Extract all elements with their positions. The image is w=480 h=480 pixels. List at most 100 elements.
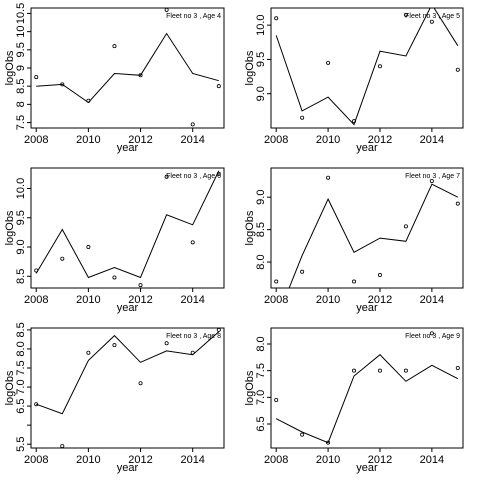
x-axis-title: year (117, 302, 139, 314)
observation-point (138, 381, 143, 386)
x-tick-label: 2014 (420, 294, 444, 306)
observation-point (216, 171, 221, 176)
observation-point (164, 174, 169, 179)
observation-point (60, 256, 65, 261)
plot-frame (30, 327, 225, 449)
observation-point (300, 269, 305, 274)
observation-point (274, 279, 279, 284)
chart-panel-6: 2008 2010 2012 2014 6.5 7.0 7.5 8.0 year logObs Fl… (244, 327, 464, 474)
y-tick-label: 8.0 (15, 341, 27, 356)
observation-point (352, 368, 357, 373)
observation-point (86, 245, 91, 250)
observation-point (190, 350, 195, 355)
y-tick-label: 7.5 (255, 363, 267, 378)
panel-title: Fleet no 3 , Age 8 (166, 333, 221, 340)
x-tick-label: 2008 (264, 294, 288, 306)
observation-point (190, 240, 195, 245)
y-tick-label: 9.0 (255, 86, 267, 101)
x-axis-title: year (356, 462, 378, 474)
fitted-series-line (275, 8, 459, 126)
y-tick-label: 10.5 (15, 3, 27, 24)
x-tick-label: 2008 (24, 454, 48, 466)
observation-point (403, 368, 408, 373)
observation-point (326, 175, 331, 180)
observation-point (164, 341, 169, 346)
observation-point (429, 331, 434, 336)
x-axis-title: year (356, 142, 378, 154)
observation-point (138, 73, 143, 78)
observation-point (164, 7, 169, 12)
observation-point (300, 432, 305, 437)
plot-frame (30, 167, 225, 289)
observation-point (216, 84, 221, 89)
x-tick-label: 2012 (368, 294, 392, 306)
observation-point (34, 402, 39, 407)
x-tick-label: 2012 (368, 134, 392, 146)
y-tick-label: 7.0 (255, 390, 267, 405)
y-axis-title: logObs (4, 210, 16, 245)
y-tick-label: 9.0 (255, 190, 267, 205)
y-tick-label: 8.5 (15, 79, 27, 94)
observation-point (112, 343, 117, 348)
observation-point (455, 365, 460, 370)
x-tick-label: 2010 (316, 134, 340, 146)
x-tick-label: 2012 (128, 134, 152, 146)
x-tick-label: 2014 (180, 454, 204, 466)
observation-point (455, 201, 460, 206)
plot-frame (270, 7, 464, 129)
chart-panel-5: 2008 2010 2012 2014 5.5 6.5 7.0 7.5 8.0 8.5 year lo… (4, 322, 225, 474)
x-tick-label: 2012 (128, 294, 152, 306)
y-tick-label: 7.5 (15, 360, 27, 375)
y-tick-label: 9 (15, 65, 27, 71)
observation-point (377, 273, 382, 278)
y-axis-title: logObs (4, 370, 16, 405)
plot-frame (270, 167, 464, 289)
observation-point (60, 82, 65, 87)
y-tick-label: 6.5 (255, 416, 267, 431)
observation-point (112, 275, 117, 280)
y-axis-title: logObs (4, 50, 16, 85)
fitted-series-line (36, 32, 219, 104)
y-tick-label: 8.0 (255, 254, 267, 269)
y-tick-label: 9.0 (15, 239, 27, 254)
observation-point (429, 178, 434, 183)
y-tick-label: 10 (15, 26, 27, 38)
x-tick-label: 2014 (180, 294, 204, 306)
plot-frame (270, 327, 464, 449)
y-tick-label: 7.5 (15, 115, 27, 130)
x-tick-label: 2010 (76, 454, 100, 466)
x-axis-title: year (117, 462, 139, 474)
observation-point (274, 16, 279, 21)
observation-point (326, 60, 331, 65)
observation-point (86, 98, 91, 103)
observation-point (86, 350, 91, 355)
observation-point (326, 440, 331, 445)
y-tick-label: 8.0 (255, 336, 267, 351)
y-tick-label: 8 (15, 101, 27, 107)
observation-point (34, 75, 39, 80)
y-tick-label: 8.5 (15, 269, 27, 284)
x-tick-label: 2008 (264, 454, 288, 466)
fitted-series-line (35, 170, 220, 279)
y-tick-label: 8.5 (255, 222, 267, 237)
x-tick-label: 2010 (316, 454, 340, 466)
y-tick-label: 10.0 (15, 178, 27, 199)
x-tick-label: 2010 (76, 294, 100, 306)
y-axis-title: logObs (244, 210, 256, 245)
observation-point (60, 444, 65, 449)
x-tick-label: 2008 (264, 134, 288, 146)
observation-point (377, 64, 382, 69)
fitted-series-line (275, 354, 459, 444)
x-tick-label: 2012 (128, 454, 152, 466)
chart-panel-3: 2008 2010 2012 2014 8.5 9.0 9.5 10.0 year logObs F… (4, 167, 225, 314)
y-tick-label: 9.5 (255, 52, 267, 67)
observation-point (274, 397, 279, 402)
y-axis-title: logObs (244, 370, 256, 405)
y-axis-title: logObs (244, 50, 256, 85)
y-tick-label: 10.0 (255, 14, 267, 35)
x-axis-title: year (117, 142, 139, 154)
x-tick-label: 2008 (24, 134, 48, 146)
x-tick-label: 2008 (24, 294, 48, 306)
x-tick-label: 2010 (316, 294, 340, 306)
